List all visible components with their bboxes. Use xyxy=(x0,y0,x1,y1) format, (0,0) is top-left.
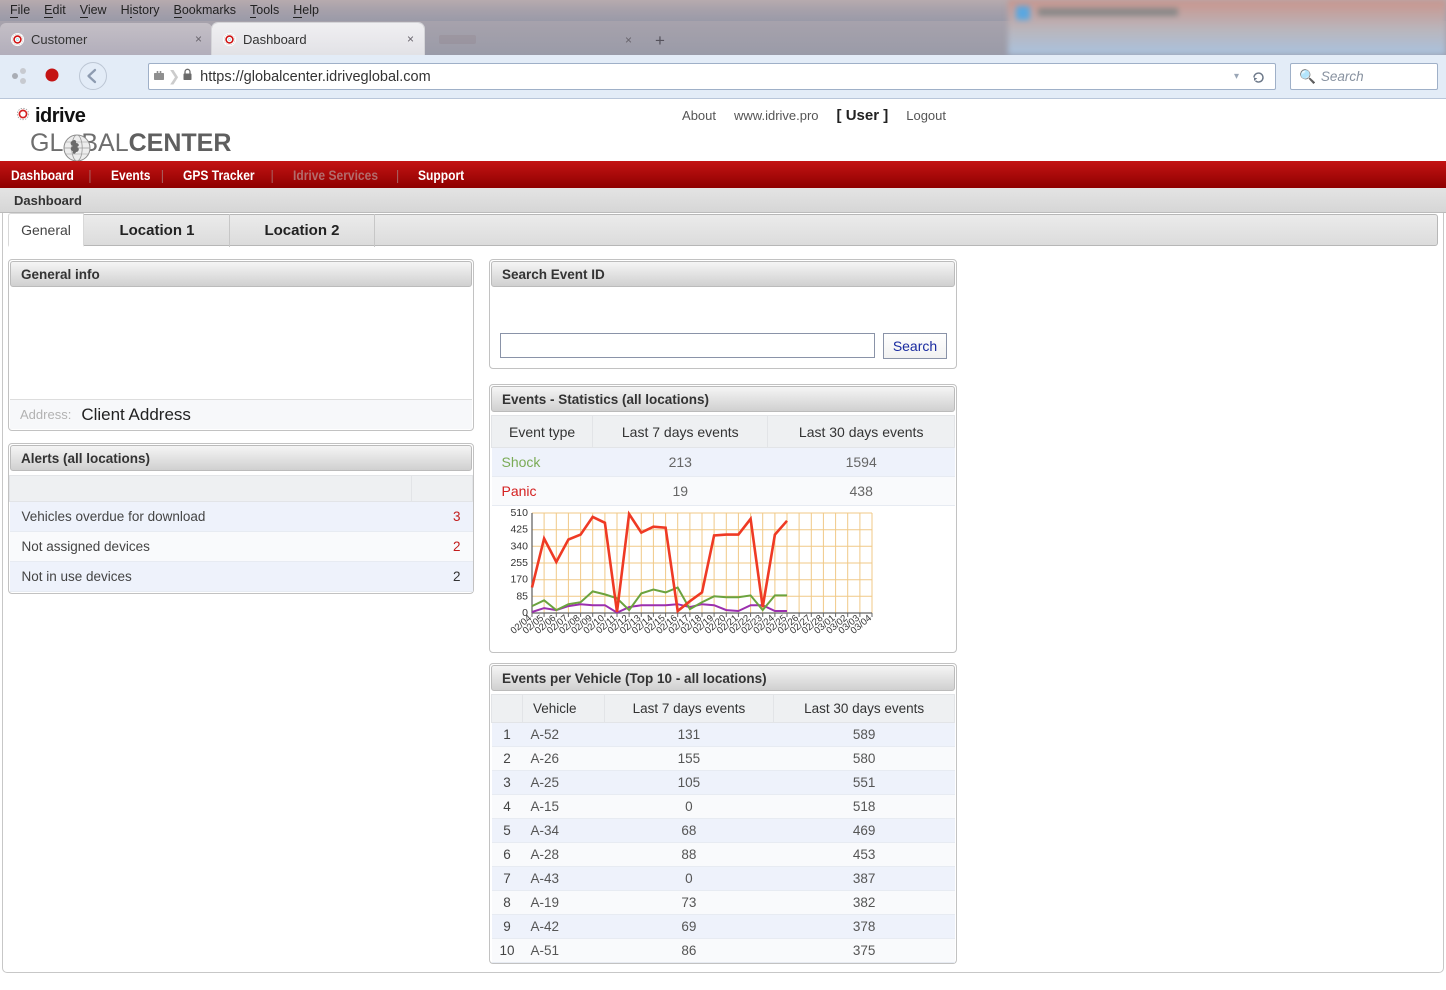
svg-text:510: 510 xyxy=(510,507,528,519)
svg-text:425: 425 xyxy=(510,524,528,536)
svg-text:170: 170 xyxy=(510,574,528,586)
svg-text:340: 340 xyxy=(510,540,528,552)
svg-text:255: 255 xyxy=(510,557,528,569)
svg-text:85: 85 xyxy=(516,590,528,602)
